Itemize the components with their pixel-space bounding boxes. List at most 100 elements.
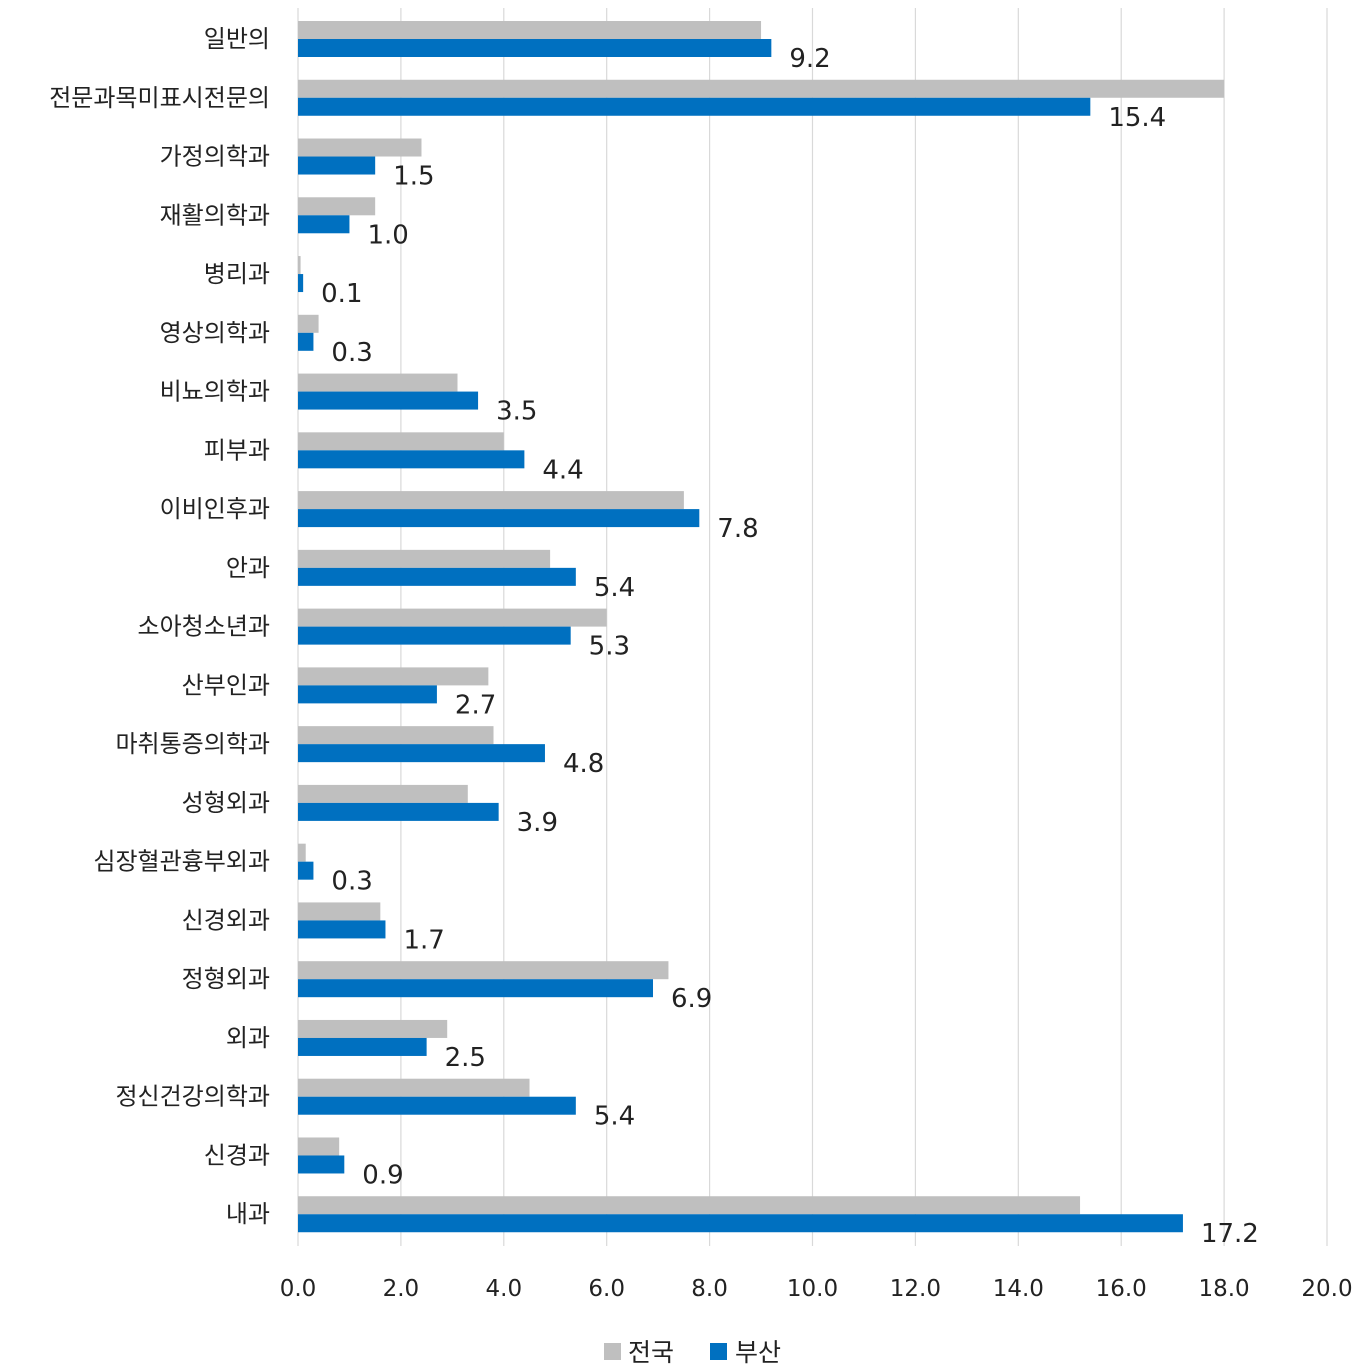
legend-swatch-busan — [710, 1343, 727, 1360]
bar-national — [298, 21, 762, 39]
bar-national — [298, 784, 468, 803]
bar-busan — [298, 920, 386, 939]
x-tick-label: 10.0 — [787, 1276, 838, 1302]
data-label-busan: 9.2 — [789, 44, 830, 74]
bar-busan — [298, 626, 571, 645]
x-tick-label: 0.0 — [280, 1276, 317, 1302]
bar-busan — [298, 391, 479, 410]
data-labels: 9.2 15.4 1.5 1.00.1 0.3 3.54.4 7.8 5.4 5.3 2.7 4.8… — [321, 44, 1259, 1249]
bar-busan — [298, 509, 700, 528]
category-label: 병리과 — [204, 260, 270, 288]
data-label-busan: 2.5 — [445, 1043, 486, 1073]
bar-national — [298, 491, 684, 510]
category-labels: 일반의전문과목미표시전문의가정의학과재활의학과병리과영상의학과비뇨의학과피부과이… — [49, 25, 270, 1228]
bar-busan — [298, 156, 376, 175]
bar-national — [298, 608, 607, 627]
data-label-busan: 6.9 — [671, 984, 712, 1014]
bar-national — [298, 197, 376, 216]
x-tick-label: 20.0 — [1301, 1276, 1352, 1302]
data-label-busan: 3.5 — [496, 397, 537, 427]
bar-busan — [298, 744, 545, 763]
data-label-busan: 0.9 — [362, 1160, 403, 1190]
bar-national — [298, 902, 381, 921]
bar-national — [298, 1196, 1081, 1215]
legend-label-busan: 부산 — [735, 1338, 781, 1367]
x-tick-label: 6.0 — [588, 1276, 625, 1302]
category-label: 가정의학과 — [160, 143, 270, 171]
bar-national — [298, 726, 494, 745]
bar-busan — [298, 450, 525, 469]
bar-busan — [298, 567, 576, 586]
legend: 전국 부산 — [604, 1338, 781, 1367]
category-label: 산부인과 — [182, 671, 270, 699]
category-label: 일반의 — [204, 25, 270, 53]
bar-national — [298, 314, 319, 333]
category-label: 신경과 — [204, 1141, 270, 1169]
bar-busan — [298, 1037, 427, 1056]
data-label-busan: 1.5 — [393, 162, 434, 192]
x-tick-label: 8.0 — [691, 1276, 728, 1302]
category-label: 재활의학과 — [160, 201, 270, 229]
data-label-busan: 3.9 — [517, 808, 558, 838]
bar-busan — [298, 1096, 576, 1115]
category-label: 신경외과 — [182, 906, 270, 934]
data-label-busan: 0.1 — [321, 279, 362, 309]
bar-national — [298, 961, 669, 980]
data-label-busan: 1.0 — [367, 220, 408, 250]
bar-busan — [298, 274, 304, 293]
data-label-busan: 7.8 — [717, 514, 758, 544]
x-tick-label: 2.0 — [383, 1276, 420, 1302]
category-label: 성형외과 — [182, 789, 270, 817]
bar-busan — [298, 97, 1091, 116]
data-label-busan: 17.2 — [1201, 1219, 1259, 1249]
x-tick-label: 18.0 — [1198, 1276, 1249, 1302]
bar-national — [298, 843, 306, 862]
bar-national — [298, 1078, 530, 1097]
category-label: 심장혈관흉부외과 — [93, 848, 270, 876]
category-label: 정형외과 — [182, 965, 270, 993]
x-tick-labels: 0.0 2.0 4.0 6.0 8.0 10.0 12.0 14.0 16.0 18.0 20.0 — [280, 1276, 1353, 1302]
bars — [298, 21, 1225, 1233]
data-label-busan: 1.7 — [403, 925, 444, 955]
category-label: 소아청소년과 — [138, 613, 270, 641]
data-label-busan: 4.8 — [563, 749, 604, 779]
bar-busan — [298, 39, 772, 57]
data-label-busan: 0.3 — [331, 338, 372, 368]
bar-national — [298, 256, 301, 275]
bar-national — [298, 138, 422, 157]
bar-busan — [298, 1214, 1183, 1233]
bar-national — [298, 1137, 340, 1156]
category-label: 내과 — [226, 1200, 270, 1228]
bar-national — [298, 1019, 448, 1038]
category-label: 피부과 — [204, 436, 270, 464]
category-label: 마취통증의학과 — [115, 730, 270, 758]
data-label-busan: 15.4 — [1108, 103, 1166, 133]
data-label-busan: 2.7 — [455, 690, 496, 720]
bar-busan — [298, 685, 437, 704]
category-label: 전문과목미표시전문의 — [49, 84, 270, 112]
x-tick-label: 14.0 — [993, 1276, 1044, 1302]
bar-busan — [298, 802, 499, 821]
bar-national — [298, 79, 1225, 98]
data-label-busan: 4.4 — [542, 455, 583, 485]
category-label: 이비인후과 — [160, 495, 270, 523]
bar-national — [298, 667, 489, 686]
bar-national — [298, 432, 504, 451]
bar-busan — [298, 215, 350, 234]
data-label-busan: 5.4 — [594, 1102, 635, 1132]
x-tick-label: 16.0 — [1096, 1276, 1147, 1302]
bar-busan — [298, 332, 314, 351]
data-label-busan: 0.3 — [331, 867, 372, 897]
category-label: 안과 — [226, 554, 270, 582]
bar-busan — [298, 979, 654, 998]
data-label-busan: 5.4 — [594, 573, 635, 603]
bar-national — [298, 549, 551, 568]
data-label-busan: 5.3 — [589, 632, 630, 662]
legend-swatch-national — [604, 1343, 621, 1360]
bar-busan — [298, 861, 314, 880]
legend-label-national: 전국 — [628, 1338, 674, 1367]
category-label: 정신건강의학과 — [115, 1083, 270, 1111]
bar-busan — [298, 1155, 345, 1174]
category-label: 영상의학과 — [160, 319, 270, 347]
